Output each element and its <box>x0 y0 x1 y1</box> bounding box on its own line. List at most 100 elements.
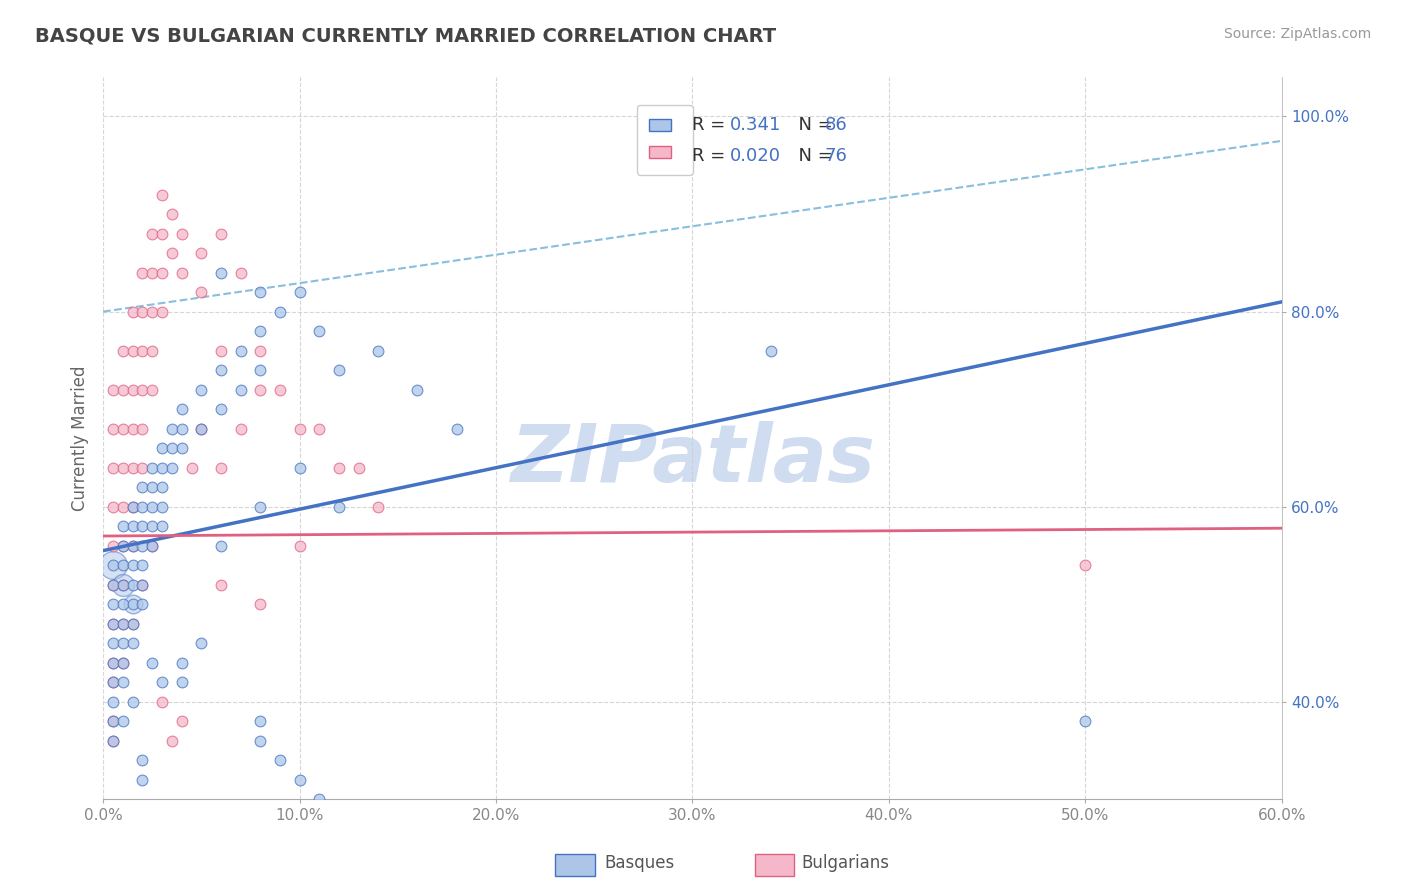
Point <box>209 539 232 553</box>
Point <box>190 246 212 260</box>
Point <box>170 656 193 670</box>
Text: Source: ZipAtlas.com: Source: ZipAtlas.com <box>1223 27 1371 41</box>
Point <box>131 597 153 611</box>
Point <box>101 675 124 690</box>
Point <box>101 734 124 748</box>
Point <box>141 383 163 397</box>
Point <box>269 304 291 318</box>
Point <box>131 343 153 358</box>
Point <box>160 246 183 260</box>
Point <box>249 383 271 397</box>
Point <box>288 422 311 436</box>
Point <box>101 539 124 553</box>
Point <box>121 616 143 631</box>
Point <box>170 675 193 690</box>
Point <box>131 558 153 573</box>
Point <box>131 519 153 533</box>
Point <box>141 656 163 670</box>
Point <box>111 539 134 553</box>
Point <box>209 266 232 280</box>
Point <box>308 792 330 806</box>
Point <box>111 578 134 592</box>
Point <box>121 383 143 397</box>
Point <box>131 772 153 787</box>
Point <box>190 422 212 436</box>
Point <box>328 500 350 514</box>
Point <box>131 383 153 397</box>
Point <box>101 734 124 748</box>
Point <box>111 422 134 436</box>
Point <box>121 597 143 611</box>
Point <box>249 500 271 514</box>
Point <box>170 227 193 241</box>
Point <box>249 363 271 377</box>
Point <box>121 539 143 553</box>
Point <box>101 558 124 573</box>
Point <box>131 578 153 592</box>
Point <box>209 227 232 241</box>
Point <box>111 558 134 573</box>
Point <box>131 480 153 494</box>
Point <box>121 460 143 475</box>
Point <box>101 558 124 573</box>
Point <box>308 324 330 338</box>
Point <box>347 460 370 475</box>
Point <box>101 616 124 631</box>
Point <box>111 616 134 631</box>
Point <box>249 734 271 748</box>
Point <box>131 753 153 767</box>
Point <box>111 519 134 533</box>
Point <box>160 734 183 748</box>
Point <box>131 500 153 514</box>
Point <box>121 558 143 573</box>
Point <box>288 772 311 787</box>
Point <box>170 266 193 280</box>
Point <box>121 519 143 533</box>
Point <box>288 539 311 553</box>
Point <box>229 383 252 397</box>
Point <box>160 441 183 455</box>
Point <box>101 695 124 709</box>
Point <box>249 285 271 299</box>
Point <box>170 402 193 417</box>
Point <box>111 343 134 358</box>
Point <box>150 480 173 494</box>
Point <box>141 227 163 241</box>
Point <box>249 714 271 729</box>
Point <box>229 266 252 280</box>
Point <box>269 753 291 767</box>
Point <box>249 343 271 358</box>
Point <box>121 343 143 358</box>
Point <box>101 578 124 592</box>
Point <box>101 383 124 397</box>
Text: BASQUE VS BULGARIAN CURRENTLY MARRIED CORRELATION CHART: BASQUE VS BULGARIAN CURRENTLY MARRIED CO… <box>35 27 776 45</box>
Point <box>131 422 153 436</box>
Point <box>111 500 134 514</box>
Point <box>121 304 143 318</box>
Text: R =: R = <box>693 147 731 166</box>
Point <box>121 500 143 514</box>
Point <box>101 714 124 729</box>
Text: N =: N = <box>787 116 838 134</box>
Point <box>150 695 173 709</box>
Point <box>121 597 143 611</box>
Point <box>141 539 163 553</box>
Point <box>759 343 782 358</box>
Point <box>406 383 429 397</box>
Point <box>209 402 232 417</box>
Point <box>111 616 134 631</box>
Point <box>328 460 350 475</box>
Point <box>308 422 330 436</box>
Point <box>121 695 143 709</box>
Point <box>111 597 134 611</box>
Point <box>150 266 173 280</box>
Point <box>190 285 212 299</box>
Point <box>121 539 143 553</box>
Point <box>170 441 193 455</box>
Point <box>111 460 134 475</box>
Point <box>141 519 163 533</box>
Point <box>328 363 350 377</box>
Point <box>150 675 173 690</box>
Y-axis label: Currently Married: Currently Married <box>72 366 89 511</box>
Point <box>269 383 291 397</box>
